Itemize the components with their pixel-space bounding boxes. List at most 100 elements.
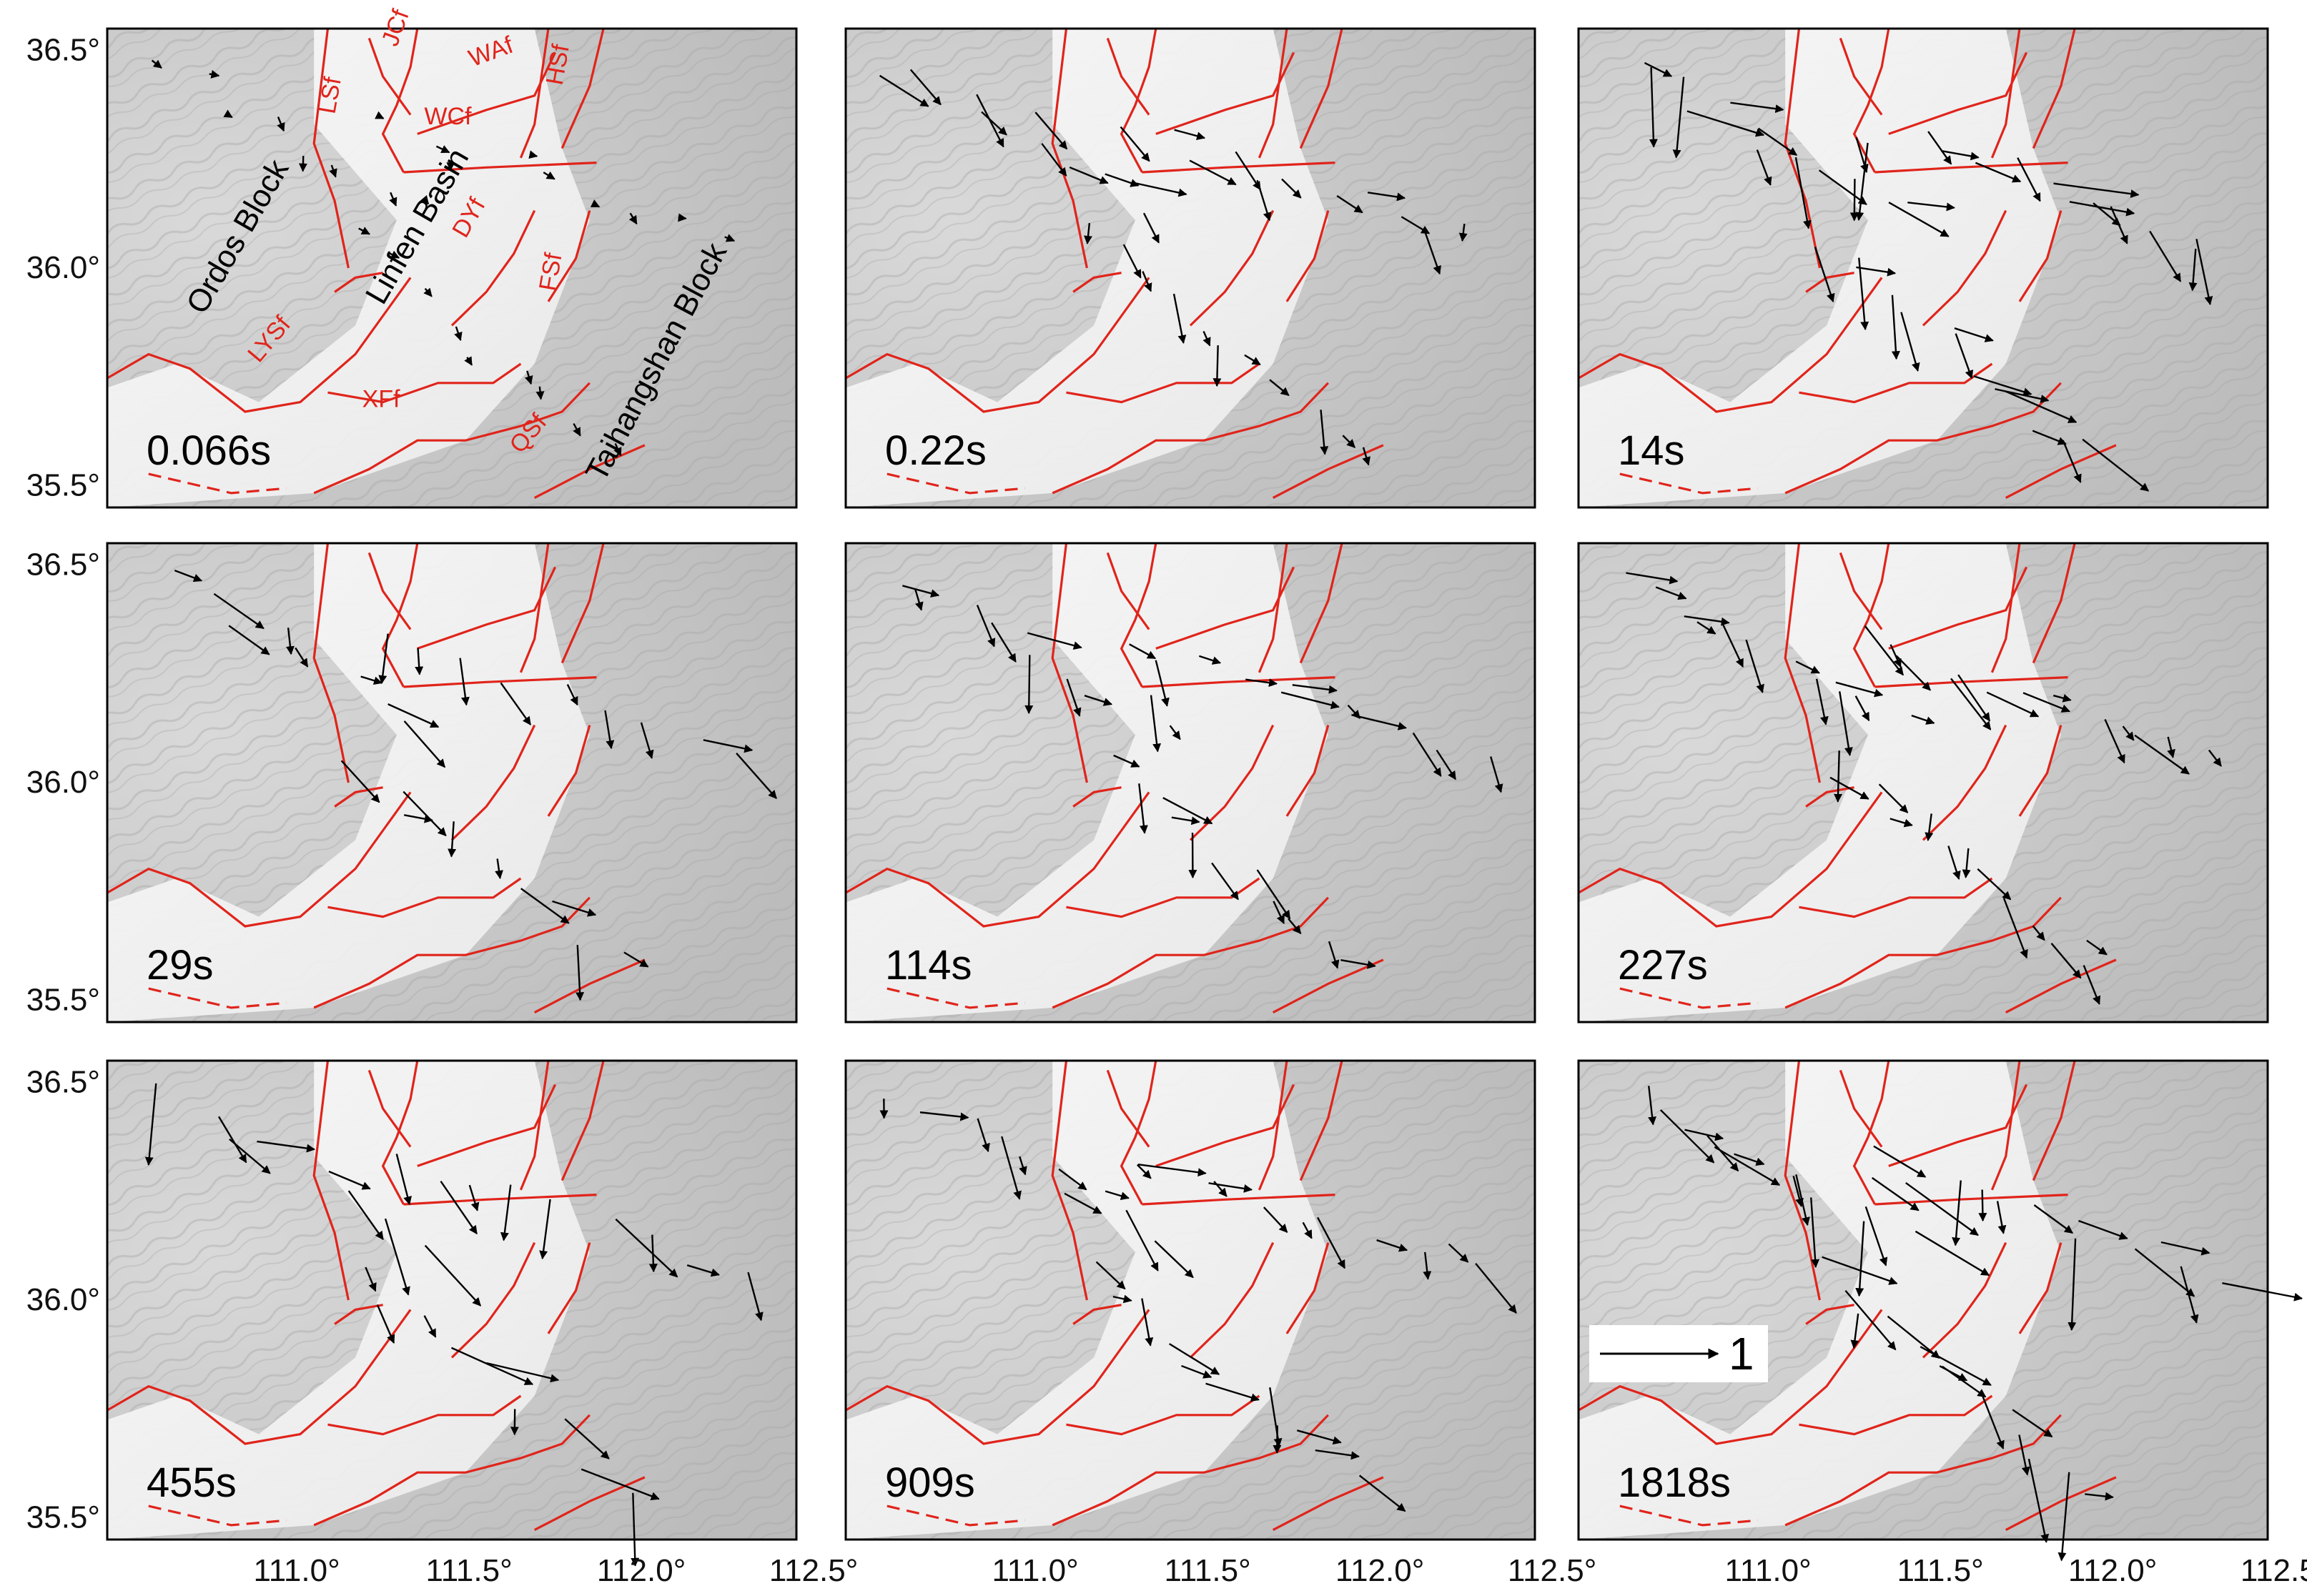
displacement-arrow — [340, 760, 380, 803]
displacement-arrow — [1855, 142, 1869, 222]
fault-line — [2018, 725, 2063, 817]
displacement-arrow — [1907, 202, 1955, 212]
displacement-arrow — [1105, 1190, 1130, 1201]
displacement-arrow — [387, 250, 400, 259]
displacement-arrow — [1878, 783, 1909, 813]
displacement-arrow — [1297, 1429, 1342, 1445]
lon-tick-label: 112.5° — [1508, 1553, 1596, 1588]
displacement-arrow — [1069, 166, 1109, 184]
displacement-arrow — [535, 386, 545, 400]
displacement-arrow — [2093, 202, 2121, 227]
displacement-arrow — [575, 945, 585, 1001]
time-label: 0.22s — [885, 427, 987, 474]
displacement-arrow — [2085, 1492, 2114, 1501]
displacement-arrow — [1849, 179, 1859, 222]
fault-line — [1784, 382, 2062, 495]
map-panel-5: 114s — [844, 542, 1536, 1023]
displacement-arrow — [678, 213, 687, 222]
displacement-arrow — [1138, 783, 1148, 834]
fault-line — [1155, 1084, 1295, 1167]
displacement-arrow — [403, 720, 446, 768]
displacement-arrow — [423, 287, 433, 297]
displacement-arrow — [1957, 674, 1991, 722]
displacement-arrow — [277, 117, 285, 132]
fault-line — [1874, 676, 2068, 688]
fault-line — [1155, 51, 1295, 135]
fault-line — [367, 1069, 412, 1148]
displacement-arrow — [1342, 435, 1355, 448]
map-panel-8: 909s — [844, 1059, 1536, 1541]
fault-line — [1805, 786, 1854, 808]
displacement-arrow — [1939, 1365, 1968, 1382]
fault-line — [886, 1505, 1025, 1527]
fault-line — [1120, 28, 1157, 173]
displacement-arrow — [1686, 110, 1765, 137]
displacement-arrow — [1995, 388, 2050, 403]
fault-line — [1051, 542, 1088, 783]
displacement-arrow — [1757, 127, 1798, 157]
lat-tick-label: 36.0° — [26, 1282, 100, 1317]
displacement-arrow — [1169, 725, 1181, 740]
displacement-arrow — [747, 1272, 764, 1322]
fault-line — [1120, 1060, 1157, 1205]
fault-line — [1619, 987, 1758, 1009]
displacement-arrow — [590, 199, 601, 208]
fault-line — [1072, 1304, 1122, 1325]
lat-tick-label: 35.5° — [26, 468, 100, 503]
fault-name-label: LSf — [314, 75, 347, 116]
panel-frame — [1577, 1059, 2269, 1541]
displacement-arrow — [2122, 725, 2135, 741]
panel-frame — [1577, 27, 2269, 509]
displacement-arrow — [387, 703, 440, 728]
displacement-arrow — [914, 589, 924, 611]
fault-line — [334, 1304, 383, 1325]
displacement-arrow — [1292, 684, 1338, 694]
fault-line — [403, 1194, 597, 1206]
displacement-arrow — [1302, 1221, 1313, 1239]
displacement-arrow — [1019, 1156, 1027, 1176]
displacement-arrow — [581, 1468, 660, 1500]
displacement-arrow — [1858, 257, 1869, 331]
displacement-arrow — [2104, 719, 2125, 764]
fault-line — [1874, 162, 2068, 174]
lon-tick-label: 112.5° — [2241, 1553, 2307, 1588]
lat-tick-label: 36.0° — [26, 765, 100, 800]
displacement-arrow — [1684, 1129, 1724, 1141]
basin-lowland — [1579, 543, 2061, 1022]
displacement-arrow — [573, 422, 581, 437]
displacement-arrow — [1122, 244, 1142, 279]
fault-line — [1189, 209, 1275, 327]
fault-line — [886, 472, 1025, 495]
displacement-arrow — [1626, 572, 1679, 585]
displacement-arrow — [1855, 1221, 1865, 1297]
displacement-arrow — [1448, 1243, 1469, 1263]
displacement-arrow — [1829, 776, 1869, 800]
displacement-arrow — [1822, 1256, 1898, 1285]
displacement-arrow — [1202, 331, 1211, 347]
displacement-arrow — [468, 1184, 480, 1211]
fault-line — [381, 1060, 419, 1205]
map-panel-4: 29s — [106, 542, 798, 1023]
fault-line — [1839, 37, 1883, 116]
displacement-arrow — [1792, 1176, 1804, 1207]
fault-line — [1888, 1084, 2028, 1167]
fault-line — [1578, 791, 1883, 928]
fault-line — [1805, 272, 1854, 293]
displacement-arrow — [435, 145, 450, 154]
displacement-arrow — [1955, 333, 1974, 380]
fault-line — [107, 277, 412, 413]
fault-line — [1258, 28, 1288, 159]
displacement-arrow — [1125, 1209, 1159, 1272]
fault-line — [1805, 1304, 1854, 1325]
fault-line — [327, 877, 522, 918]
displacement-arrow — [1839, 691, 1853, 756]
displacement-arrow — [2032, 925, 2045, 941]
fault-line — [450, 724, 536, 841]
displacement-arrow — [1269, 379, 1290, 397]
fault-line — [1106, 552, 1150, 630]
fault-line — [1142, 676, 1335, 688]
displacement-arrow — [724, 234, 736, 242]
displacement-arrow — [1873, 1145, 1927, 1178]
displacement-arrow — [1925, 813, 1934, 841]
